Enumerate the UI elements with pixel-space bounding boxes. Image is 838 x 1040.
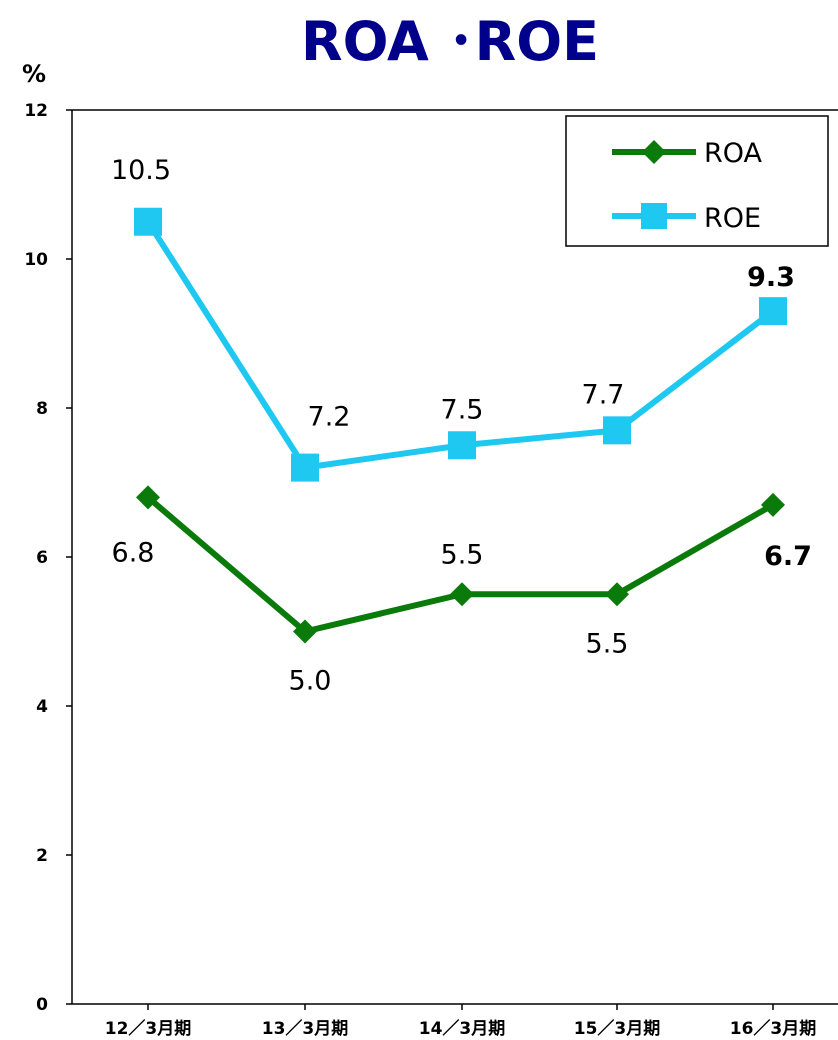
y-tick-label: 0 bbox=[36, 995, 48, 1015]
legend-box bbox=[565, 115, 829, 247]
x-tick-label: 16／3月期 bbox=[730, 1018, 817, 1039]
roa-point-marker bbox=[761, 492, 785, 517]
y-ticks: 0 2 4 6 8 10 12 bbox=[24, 101, 72, 1015]
roa-data-label: 6.8 bbox=[112, 537, 155, 568]
series-roe bbox=[134, 207, 787, 482]
x-tick-label: 13／3月期 bbox=[262, 1018, 349, 1039]
roe-data-label: 9.3 bbox=[747, 262, 795, 293]
y-tick-label: 12 bbox=[24, 101, 48, 121]
roe-point-marker bbox=[134, 207, 162, 236]
roe-data-label: 10.5 bbox=[111, 155, 171, 186]
roe-point-marker bbox=[603, 416, 631, 445]
y-tick-label: 6 bbox=[36, 548, 48, 568]
y-tick-label: 2 bbox=[36, 846, 48, 866]
x-tick-label: 14／3月期 bbox=[419, 1018, 506, 1039]
roa-point-marker bbox=[293, 619, 317, 644]
roe-point-marker bbox=[291, 453, 319, 482]
roa-point-marker bbox=[605, 582, 629, 607]
x-ticks: 12／3月期 13／3月期 14／3月期 15／3月期 16／3月期 bbox=[105, 1004, 817, 1039]
roe-point-marker bbox=[448, 431, 476, 460]
legend-item-roe: ROE bbox=[612, 203, 761, 234]
roa-data-label: 6.7 bbox=[764, 541, 812, 572]
roe-point-marker bbox=[759, 297, 787, 326]
series-roa bbox=[136, 485, 785, 644]
roe-data-label: 7.2 bbox=[308, 402, 351, 433]
x-tick-label: 15／3月期 bbox=[574, 1018, 661, 1039]
x-tick-label: 12／3月期 bbox=[105, 1018, 192, 1039]
roa-point-marker bbox=[450, 582, 474, 607]
legend-roa-label: ROA bbox=[704, 138, 763, 169]
data-labels: 6.8 5.0 5.5 5.5 6.7 10.5 7.2 7.5 7.7 9.3 bbox=[111, 155, 812, 697]
roa-point-marker bbox=[136, 485, 160, 510]
series-line-roe bbox=[145, 220, 775, 471]
y-axis-unit-label: % bbox=[22, 60, 46, 88]
y-tick-label: 8 bbox=[36, 399, 48, 419]
y-tick-label: 4 bbox=[36, 697, 48, 717]
roa-data-label: 5.5 bbox=[441, 539, 484, 570]
roa-data-label: 5.5 bbox=[586, 628, 629, 659]
legend-item-roa: ROA bbox=[612, 138, 763, 169]
series-layer bbox=[134, 207, 787, 644]
chart-title: ROA ･ROE bbox=[301, 10, 599, 73]
legend-roe-label: ROE bbox=[704, 203, 761, 234]
legend-roe-square-icon bbox=[641, 203, 667, 229]
legend: ROA ROE bbox=[565, 115, 829, 247]
roe-data-label: 7.7 bbox=[582, 379, 625, 410]
roe-data-label: 7.5 bbox=[441, 394, 484, 425]
roa-data-label: 5.0 bbox=[289, 666, 332, 697]
legend-roa-diamond-icon bbox=[642, 140, 666, 164]
y-tick-label: 10 bbox=[24, 250, 48, 270]
